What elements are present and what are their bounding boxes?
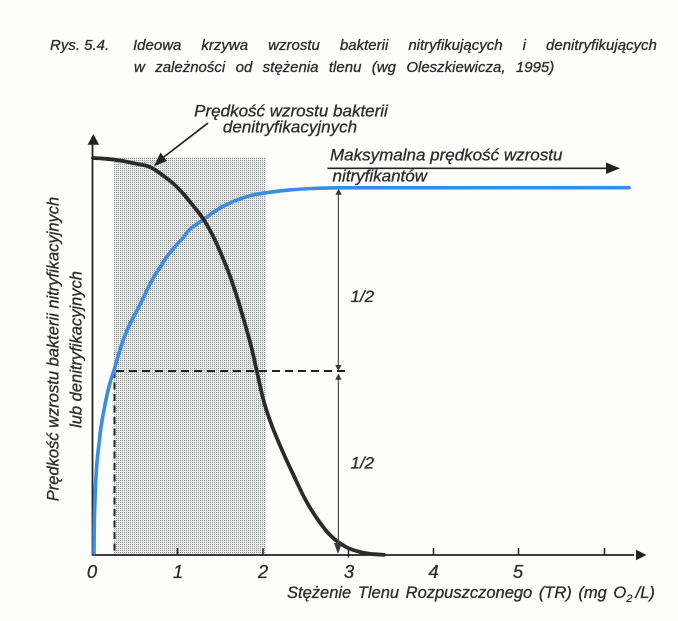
svg-text:5: 5: [513, 561, 524, 582]
svg-text:Prędkość wzrostu bakterii: Prędkość wzrostu bakterii: [194, 102, 389, 121]
svg-text:nitryfikantów: nitryfikantów: [333, 167, 429, 186]
svg-text:2: 2: [257, 561, 269, 582]
svg-text:1/2: 1/2: [351, 454, 375, 473]
svg-text:denitryfikacyjnych: denitryfikacyjnych: [223, 118, 357, 137]
svg-text:Prędkość wzrostu bakterii nitr: Prędkość wzrostu bakterii nitryfikacyjny…: [45, 197, 63, 501]
svg-text:1/2: 1/2: [351, 287, 375, 306]
svg-text:Ideowa krzywa wzrostu bakterii: Ideowa krzywa wzrostu bakterii nitryfiku…: [133, 37, 657, 54]
svg-text:lub denitryfikacyjnych: lub denitryfikacyjnych: [68, 271, 86, 428]
svg-text:Maksymalna prędkość wzrostu: Maksymalna prędkość wzrostu: [330, 146, 563, 165]
svg-text:4: 4: [428, 561, 438, 582]
svg-text:w zależności od stężenia tlenu: w zależności od stężenia tlenu (wg Olesz…: [134, 59, 554, 76]
svg-text:Stężenie Tlenu Rozpuszczonego: Stężenie Tlenu Rozpuszczonego (TR) (mg O…: [287, 584, 655, 605]
svg-text:3: 3: [344, 561, 355, 582]
svg-text:1: 1: [173, 561, 183, 582]
svg-text:0: 0: [87, 561, 98, 582]
svg-text:Rys. 5.4.: Rys. 5.4.: [50, 37, 109, 54]
